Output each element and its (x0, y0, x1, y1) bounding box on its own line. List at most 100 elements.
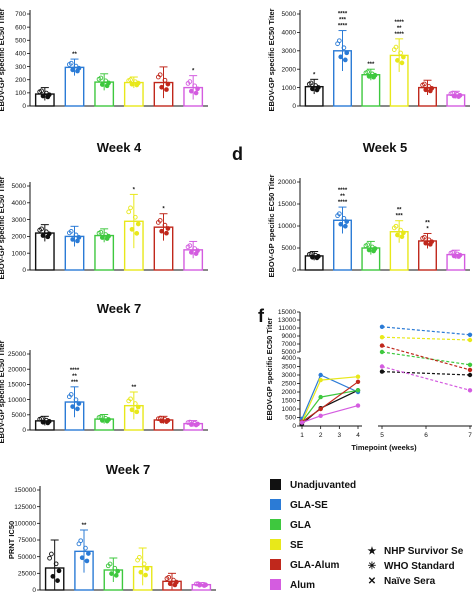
data-point (188, 250, 194, 255)
data-point (164, 419, 169, 424)
series-point (355, 388, 361, 393)
data-point (79, 555, 85, 561)
series-point (318, 377, 323, 383)
legend-label: NHP Survivor Se (384, 546, 464, 557)
data-point (141, 561, 147, 567)
y-tick-label: 20000 (8, 366, 26, 373)
y-axis-label: EBOV-GP specific EC50 Titer (0, 176, 6, 279)
data-point (70, 237, 76, 242)
data-point (366, 247, 372, 253)
legend-label: Naïve Sera (384, 576, 436, 587)
data-point (164, 230, 169, 236)
data-point (39, 226, 44, 232)
data-point (450, 250, 456, 255)
data-point (308, 251, 314, 257)
data-point (70, 404, 76, 409)
series-point (355, 379, 361, 384)
series-point (379, 369, 385, 374)
data-point (187, 79, 193, 84)
significance-marker: *** (367, 62, 375, 68)
data-point (55, 578, 60, 583)
y-tick-label: 125000 (14, 504, 36, 511)
data-point (187, 243, 193, 248)
y-tick-label: 2000 (282, 66, 297, 73)
data-point (68, 392, 74, 397)
x-axis-label: Timepoint (weeks) (351, 443, 417, 452)
data-point (423, 87, 429, 93)
series-point (318, 394, 323, 400)
data-point (456, 94, 461, 99)
panel-title: Week 7 (106, 462, 151, 477)
panel-letter: d (232, 144, 243, 164)
significance-marker: * (426, 226, 429, 232)
y-tick-label: 2000 (282, 389, 297, 396)
significance-marker: **** (394, 20, 404, 26)
data-point (73, 397, 79, 403)
significance-marker: * (192, 69, 195, 75)
data-point (159, 84, 165, 90)
series-line-unadjuvanted (381, 371, 471, 376)
panel-title: Week 4 (97, 140, 142, 155)
data-point (39, 88, 44, 94)
data-point (40, 233, 46, 238)
data-point (336, 38, 342, 44)
data-point (39, 416, 44, 421)
data-point (129, 226, 135, 232)
y-tick-label: 75000 (18, 537, 36, 544)
data-point (398, 50, 403, 56)
y-tick-label: 1000 (12, 250, 27, 257)
chart-panel-a: 0 100 200 300 400 500 600 700 EBOV-GP specific E… (0, 8, 208, 112)
data-point (135, 221, 141, 227)
significance-marker: ** (72, 374, 77, 380)
significance-marker: *** (339, 18, 347, 24)
data-point (99, 235, 105, 240)
significance-marker: ** (82, 523, 87, 529)
significance-marker: * (162, 207, 165, 213)
y-tick-label: 25000 (8, 351, 26, 358)
legend-label: WHO Standard (384, 561, 455, 572)
y-tick-label: 1000 (282, 85, 297, 92)
data-point (308, 80, 314, 86)
y-tick-label: 0 (292, 267, 296, 274)
legend-swatch-unadjuvanted (270, 479, 281, 490)
data-point (99, 82, 105, 87)
data-point (195, 86, 200, 92)
significance-marker: ** (72, 52, 77, 58)
data-point (314, 87, 320, 93)
data-point (338, 54, 344, 60)
data-point (193, 422, 199, 428)
data-point (193, 251, 199, 256)
data-point (157, 218, 163, 223)
series-line-alum (381, 365, 471, 391)
x-tick-label: 5 (380, 432, 384, 439)
y-tick-label: 10000 (278, 223, 296, 230)
significance-marker: **** (394, 32, 404, 38)
x-tick-label: 2 (319, 432, 323, 439)
series-point (355, 403, 361, 408)
legend-label: GLA-SE (290, 500, 328, 511)
data-point (342, 223, 348, 229)
series-line-gla (381, 351, 471, 366)
legend-swatch-gla-se (270, 499, 281, 510)
data-point (157, 72, 163, 78)
series-point (379, 349, 385, 355)
data-point (371, 74, 376, 80)
data-point (45, 420, 51, 426)
data-point (134, 231, 140, 236)
y-axis-label: EBOV-GP specific EC50 Titer (267, 174, 276, 277)
data-point (75, 238, 80, 244)
y-tick-label: 5000 (282, 349, 297, 356)
y-tick-label: 300 (15, 64, 26, 71)
data-point (188, 88, 194, 94)
legend-swatch-gla-alum (270, 559, 281, 570)
y-tick-label: 150000 (14, 487, 36, 494)
y-tick-label: 9000 (282, 333, 297, 340)
y-tick-label: 2000 (12, 234, 27, 241)
y-tick-label: 15000 (278, 309, 296, 316)
series-point (379, 324, 385, 329)
data-point (401, 54, 406, 60)
legend-swatch-gla (270, 519, 281, 530)
